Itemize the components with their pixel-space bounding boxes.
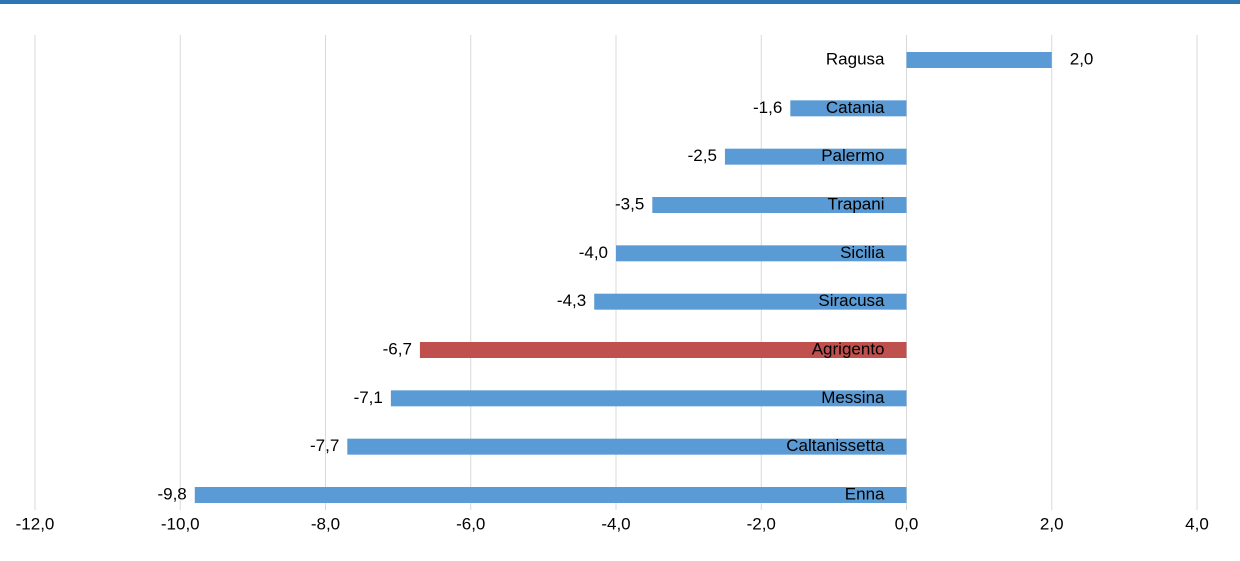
- category-label: Agrigento: [812, 339, 885, 358]
- x-tick-label: -2,0: [747, 514, 776, 533]
- x-tick-label: -6,0: [456, 514, 485, 533]
- category-label: Trapani: [827, 194, 884, 213]
- value-label: -3,5: [615, 194, 644, 213]
- category-label: Palermo: [821, 146, 884, 165]
- bar: [194, 487, 907, 503]
- value-label: 2,0: [1070, 49, 1094, 68]
- value-label: -6,7: [383, 339, 412, 358]
- bar: [906, 52, 1052, 68]
- x-tick-label: 2,0: [1040, 514, 1064, 533]
- value-label: -7,7: [310, 436, 339, 455]
- value-label: -1,6: [753, 98, 782, 117]
- category-label: Messina: [821, 388, 885, 407]
- bar: [419, 342, 907, 358]
- bar: [790, 100, 907, 117]
- value-label: -4,3: [557, 291, 586, 310]
- value-label: -2,5: [688, 146, 717, 165]
- bar: [724, 148, 907, 165]
- top-border: [0, 0, 1240, 4]
- x-tick-label: -12,0: [16, 514, 55, 533]
- bar: [347, 438, 907, 455]
- category-label: Enna: [845, 484, 885, 503]
- bar: [594, 293, 907, 310]
- x-tick-label: -8,0: [311, 514, 340, 533]
- value-label: -4,0: [579, 243, 608, 262]
- bar: [652, 197, 907, 213]
- category-label: Ragusa: [826, 49, 885, 68]
- x-tick-label: 0,0: [895, 514, 919, 533]
- x-tick-label: -10,0: [161, 514, 200, 533]
- bar: [390, 390, 907, 407]
- value-label: -9,8: [157, 484, 186, 503]
- category-label: Caltanissetta: [786, 436, 885, 455]
- x-tick-label: 4,0: [1185, 514, 1209, 533]
- category-label: Siracusa: [818, 291, 885, 310]
- bar: [616, 245, 907, 262]
- value-label: -7,1: [354, 388, 383, 407]
- x-tick-label: -4,0: [601, 514, 630, 533]
- category-label: Sicilia: [840, 243, 885, 262]
- category-label: Catania: [826, 98, 885, 117]
